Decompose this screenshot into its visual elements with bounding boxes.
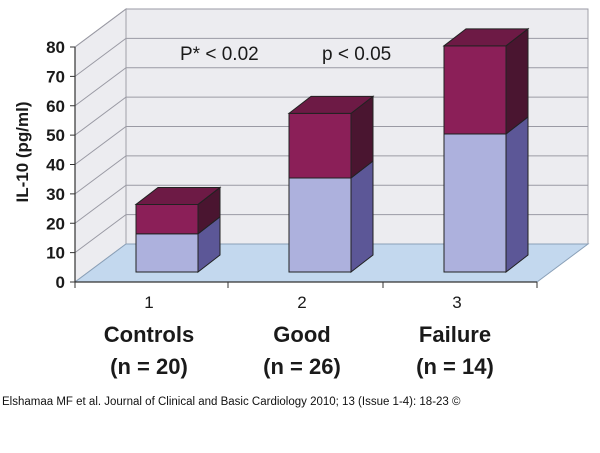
bar-front [443,45,507,135]
gridline [74,67,588,107]
y-tick-label: 50 [46,126,65,145]
bar-front [288,112,352,179]
bar-front [288,177,352,273]
bar-side [505,115,529,274]
category-name-good: Good [273,322,331,347]
x-tick-label: 3 [452,293,461,312]
y-tick-label: 20 [46,214,65,233]
x-tick-label: 2 [297,293,306,312]
chart-gridlines [74,8,588,254]
bar-failure-segment-2 [442,27,530,135]
x-tick-labels: 1 2 3 [144,293,461,312]
gridline [74,184,588,224]
citation: Elshamaa MF et al. Journal of Clinical a… [2,396,461,408]
category-name-controls: Controls [103,322,195,347]
x-tick-label: 1 [144,293,153,312]
y-tick-label: 10 [46,244,65,263]
bar-failure-segment-1 [443,115,529,274]
bar-front [443,133,507,273]
bar-side [350,159,374,274]
y-tick-label: 60 [46,97,65,116]
chart-axes [70,46,538,288]
y-tick-label: 80 [46,38,65,57]
bar-controls-segment-2 [134,186,222,235]
y-tick-label: 70 [46,67,65,86]
annotation-p-controls: P* < 0.02 [180,44,259,65]
gridline [74,214,588,254]
gridline [74,96,588,136]
gridline [74,37,588,77]
bar-front [135,233,199,273]
category-count-failure: (n = 14) [416,354,494,379]
chart-bars [134,27,530,274]
bar-top [287,95,375,114]
category-count-controls: (n = 20) [110,354,188,379]
bar-top [134,186,222,205]
bar-good-segment-2 [287,95,375,180]
category-name-failure: Failure [418,322,492,347]
gridline [74,126,588,165]
gridline [74,155,588,195]
bar-top [442,28,530,47]
y-tick-label: 40 [46,156,65,175]
annotation-p-good: p < 0.05 [322,44,392,65]
bar-front [135,203,199,235]
category-count-good: (n = 26) [263,354,341,379]
y-axis-label: IL-10 (pg/ml) [13,101,32,202]
y-tick-labels: 0 10 20 30 40 50 60 70 80 [46,38,65,292]
bar-good-segment-1 [288,159,374,274]
y-tick-label: 0 [56,273,65,292]
gridline [74,8,588,48]
y-tick-label: 30 [46,185,65,204]
bar-side [505,27,529,135]
bar-controls-segment-1 [135,215,221,274]
